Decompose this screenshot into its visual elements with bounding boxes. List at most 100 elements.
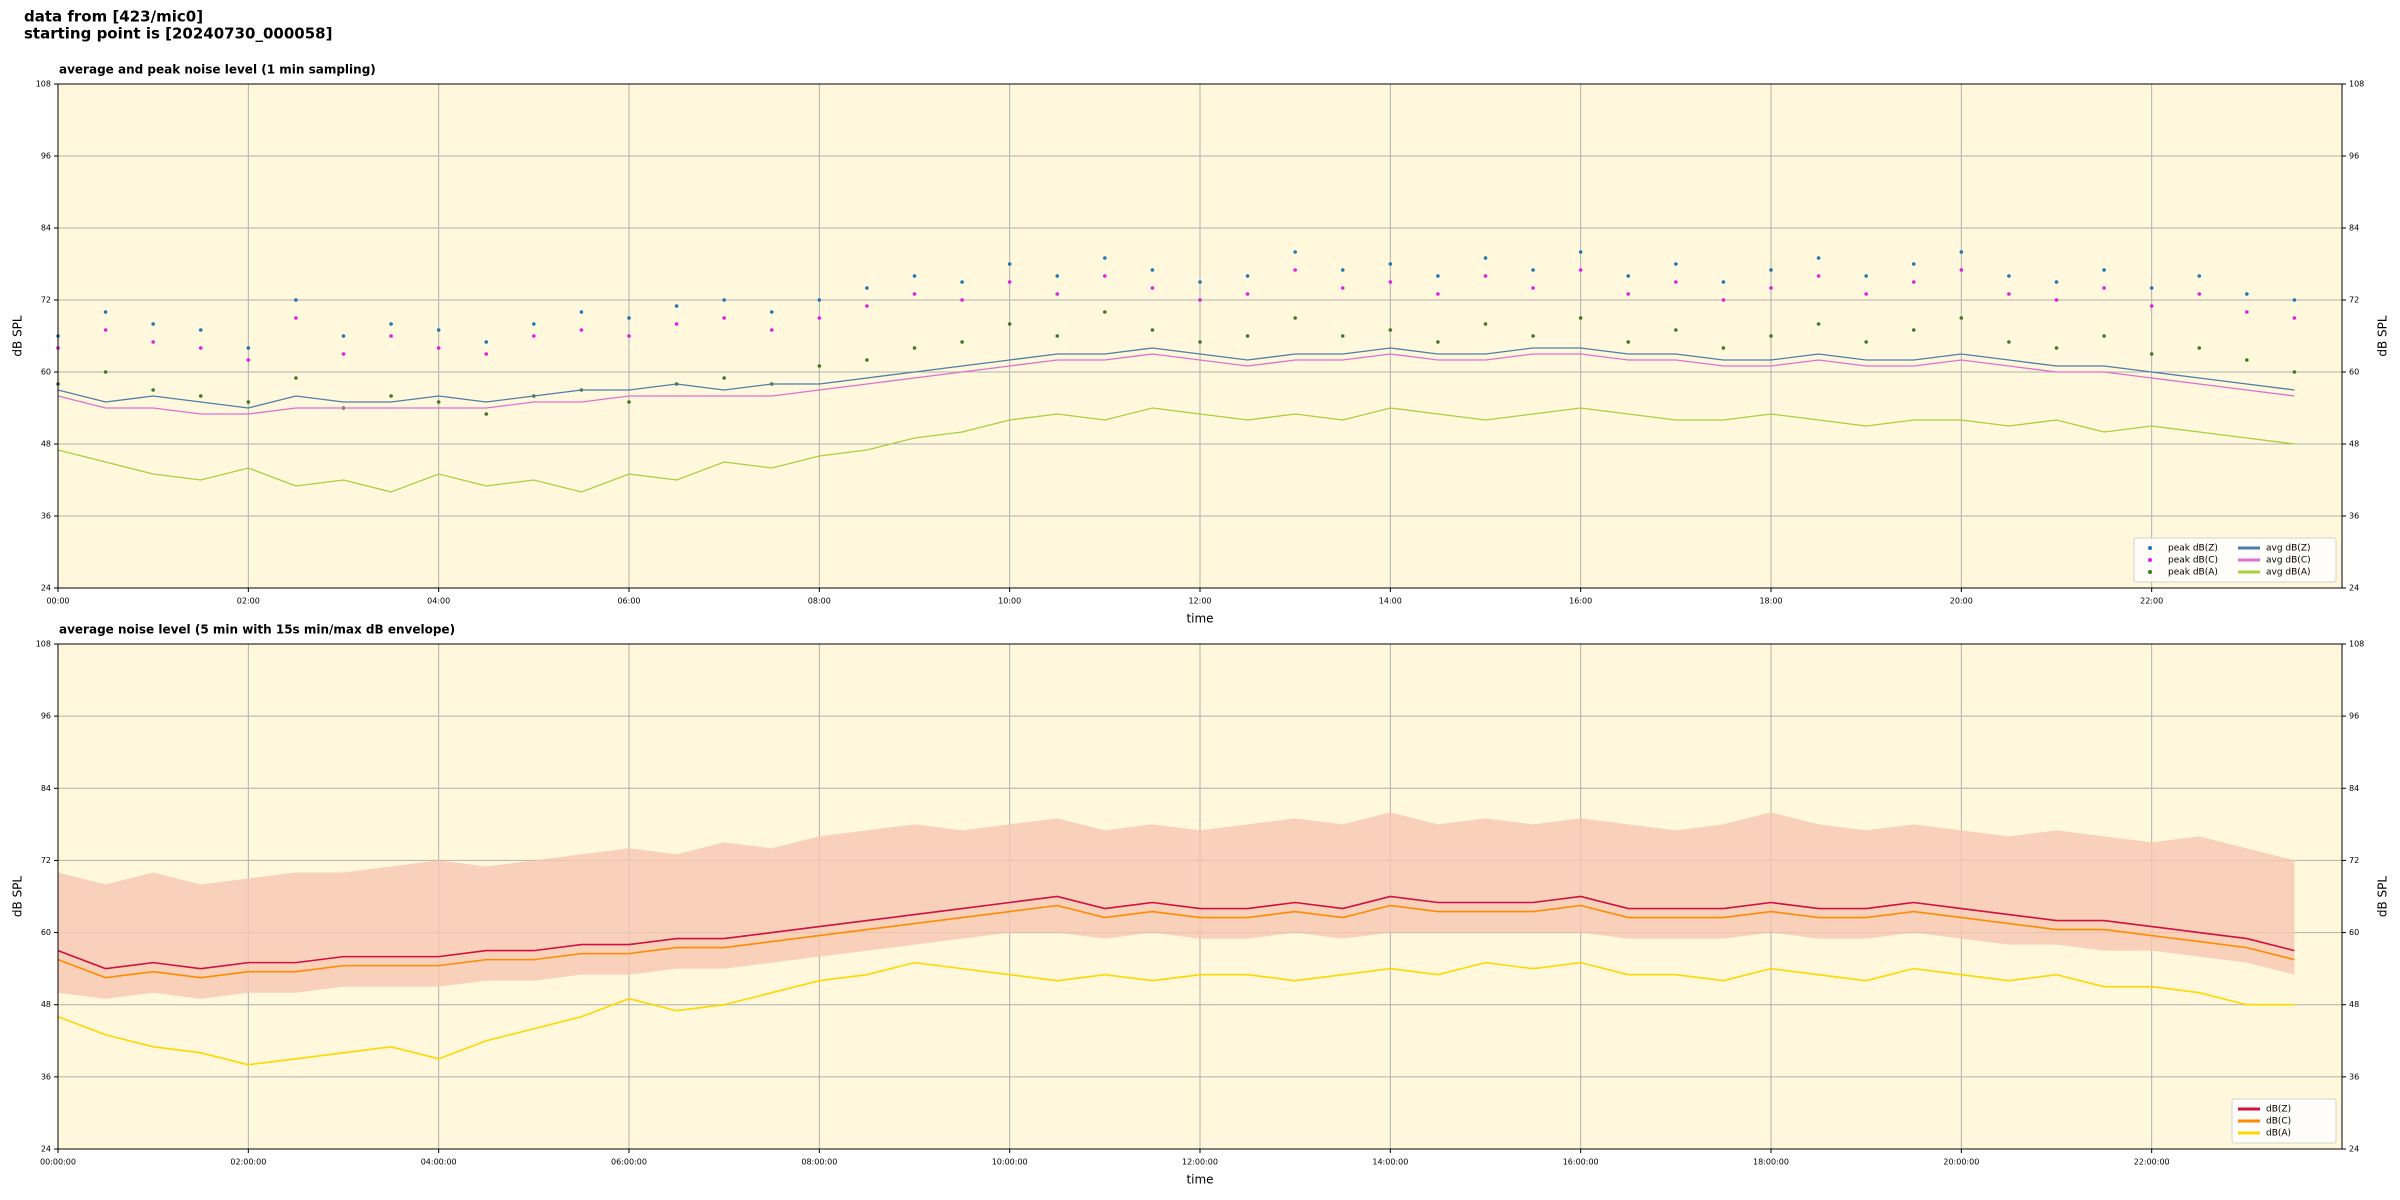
peak-point bbox=[2054, 298, 2059, 302]
peak-point bbox=[1816, 322, 1821, 326]
peak-point bbox=[1721, 346, 1726, 350]
x-tick-label: 20:00:00 bbox=[1943, 1158, 1979, 1167]
peak-point bbox=[1103, 274, 1107, 278]
x-tick-label: 08:00:00 bbox=[801, 1158, 837, 1167]
peak-point bbox=[2102, 334, 2106, 338]
x-tick-label: 10:00:00 bbox=[992, 1158, 1028, 1167]
y-tick-label: 72 bbox=[2349, 856, 2359, 865]
x-axis-label: time bbox=[1186, 612, 1213, 626]
peak-point bbox=[2007, 292, 2011, 296]
peak-point bbox=[960, 298, 964, 302]
legend-label: avg dB(C) bbox=[2266, 556, 2311, 566]
x-tick-label: 22:00:00 bbox=[2134, 1158, 2170, 1167]
peak-point bbox=[484, 412, 489, 416]
y-tick-label: 48 bbox=[2349, 1000, 2359, 1009]
peak-point bbox=[2245, 310, 2249, 314]
y-tick-label: 96 bbox=[2349, 152, 2359, 161]
x-tick-label: 12:00 bbox=[1188, 597, 1211, 606]
peak-point bbox=[436, 400, 441, 404]
peak-point bbox=[389, 394, 393, 398]
peak-point bbox=[1769, 268, 1773, 272]
series-line bbox=[57, 347, 2295, 409]
peak-point bbox=[865, 358, 869, 362]
y-tick-label: 36 bbox=[41, 1072, 51, 1081]
peak-point bbox=[2292, 316, 2297, 320]
peak-point bbox=[722, 298, 726, 302]
peak-point bbox=[769, 328, 774, 332]
peak-point bbox=[1674, 280, 1678, 284]
series-line bbox=[57, 353, 2295, 415]
x-tick-label: 14:00 bbox=[1379, 597, 1402, 606]
peak-point bbox=[151, 322, 155, 326]
peak-point bbox=[2149, 304, 2154, 308]
series-line bbox=[57, 961, 2295, 1066]
peak-point bbox=[1674, 262, 1678, 266]
x-tick-label: 04:00:00 bbox=[421, 1158, 457, 1167]
legend-label: peak dB(Z) bbox=[2168, 544, 2218, 554]
peak-point bbox=[1578, 268, 1583, 272]
peak-point bbox=[1483, 256, 1488, 260]
peak-point bbox=[722, 376, 726, 380]
y-tick-label: 24 bbox=[2349, 584, 2359, 593]
peak-point bbox=[1293, 316, 1297, 320]
peak-point bbox=[1674, 328, 1678, 332]
y-tick-label: 108 bbox=[2349, 80, 2364, 89]
y-tick-label: 108 bbox=[36, 640, 51, 649]
peak-point bbox=[2197, 346, 2202, 350]
peak-point bbox=[912, 346, 917, 350]
peak-point bbox=[769, 310, 774, 314]
header-line: data from [423/mic0] bbox=[24, 8, 203, 26]
peak-point bbox=[246, 358, 251, 362]
x-tick-label: 04:00 bbox=[427, 597, 450, 606]
y-tick-label: 60 bbox=[2349, 928, 2359, 937]
peak-point bbox=[1864, 274, 1868, 278]
y-tick-label: 60 bbox=[41, 928, 51, 937]
y-tick-label: 72 bbox=[41, 856, 51, 865]
peak-point bbox=[1436, 274, 1440, 278]
peak-point bbox=[960, 340, 964, 344]
peak-point bbox=[1007, 322, 1012, 326]
peak-point bbox=[1150, 286, 1155, 290]
x-tick-label: 18:00 bbox=[1759, 597, 1782, 606]
peak-point bbox=[1150, 328, 1155, 332]
peak-point bbox=[1769, 286, 1773, 290]
peak-point bbox=[246, 400, 251, 404]
x-tick-label: 16:00:00 bbox=[1563, 1158, 1599, 1167]
peak-point bbox=[1436, 292, 1440, 296]
peak-point bbox=[2054, 280, 2059, 284]
peak-point bbox=[294, 376, 298, 380]
chart-title: average and peak noise level (1 min samp… bbox=[59, 63, 376, 77]
y-tick-label: 48 bbox=[41, 1000, 51, 1009]
peak-point bbox=[1531, 334, 1535, 338]
peak-point bbox=[389, 322, 393, 326]
peak-point bbox=[532, 334, 536, 338]
peak-point bbox=[1245, 292, 1250, 296]
peak-point bbox=[1007, 262, 1012, 266]
peak-point bbox=[198, 346, 203, 350]
x-tick-label: 02:00 bbox=[237, 597, 260, 606]
legend-label: dB(A) bbox=[2266, 1129, 2291, 1139]
x-tick-label: 08:00 bbox=[808, 597, 831, 606]
y-tick-label: 60 bbox=[2349, 368, 2359, 377]
peak-point bbox=[2245, 292, 2249, 296]
y-tick-label: 96 bbox=[41, 152, 51, 161]
y-tick-label: 60 bbox=[41, 368, 51, 377]
peak-point bbox=[2292, 298, 2297, 302]
peak-point bbox=[1388, 328, 1393, 332]
legend-label: peak dB(C) bbox=[2168, 556, 2218, 566]
peak-point bbox=[2054, 346, 2059, 350]
peak-point bbox=[103, 328, 108, 332]
x-tick-label: 02:00:00 bbox=[230, 1158, 266, 1167]
peak-point bbox=[1293, 250, 1297, 254]
y-tick-label: 108 bbox=[36, 80, 51, 89]
peak-point bbox=[1245, 274, 1250, 278]
peak-point bbox=[151, 388, 155, 392]
x-tick-label: 20:00 bbox=[1950, 597, 1973, 606]
peak-point bbox=[1531, 268, 1535, 272]
peak-point bbox=[2149, 286, 2154, 290]
y-axis-label: dB SPL bbox=[2376, 876, 2390, 918]
peak-point bbox=[1816, 256, 1821, 260]
peak-point bbox=[294, 298, 298, 302]
